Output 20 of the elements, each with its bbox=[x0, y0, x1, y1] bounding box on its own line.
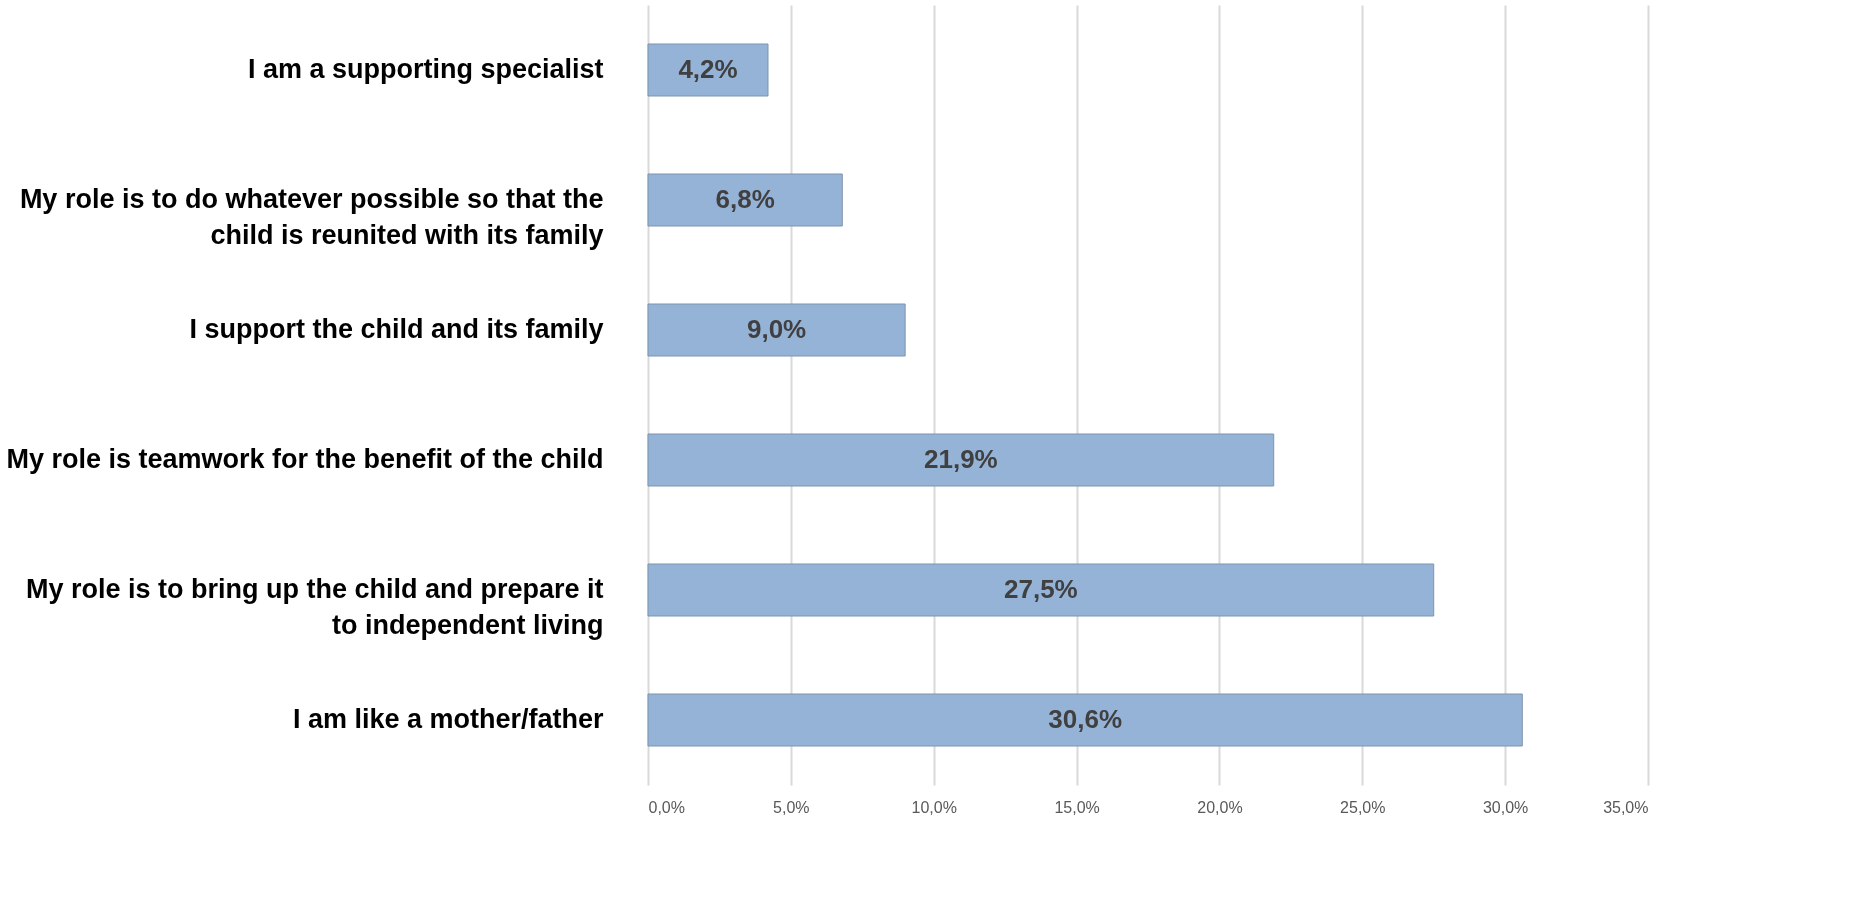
x-tick-label: 35,0% bbox=[1603, 798, 1649, 816]
data-label: 6,8% bbox=[715, 184, 775, 214]
y-tick-label: My role is to bring up the child and prepare it to independent living bbox=[25, 574, 604, 640]
x-tick-label: 0,0% bbox=[648, 798, 685, 816]
x-tick-label: 20,0% bbox=[1197, 798, 1243, 816]
x-tick-label: 15,0% bbox=[1054, 798, 1100, 816]
data-label: 30,6% bbox=[1048, 704, 1123, 734]
x-tick-label: 30,0% bbox=[1482, 798, 1529, 816]
y-tick-label: My role is teamwork for the benefit of the child bbox=[6, 444, 604, 474]
x-tick-label: 10,0% bbox=[911, 798, 957, 816]
y-tick-label: My role is to do whatever possible so that the child is reunited with its family bbox=[19, 184, 604, 250]
y-tick-label: I am like a mother/father bbox=[292, 704, 604, 734]
data-label: 9,0% bbox=[746, 314, 807, 344]
x-tick-label: 25,0% bbox=[1340, 798, 1386, 816]
data-label: 4,2% bbox=[678, 54, 738, 84]
y-tick-label: I support the child and its family bbox=[189, 314, 604, 344]
y-tick-label: I am a supporting specialist bbox=[247, 54, 604, 84]
data-label: 27,5% bbox=[1003, 574, 1078, 604]
data-label: 21,9% bbox=[923, 444, 998, 474]
x-tick-label: 5,0% bbox=[773, 798, 810, 816]
